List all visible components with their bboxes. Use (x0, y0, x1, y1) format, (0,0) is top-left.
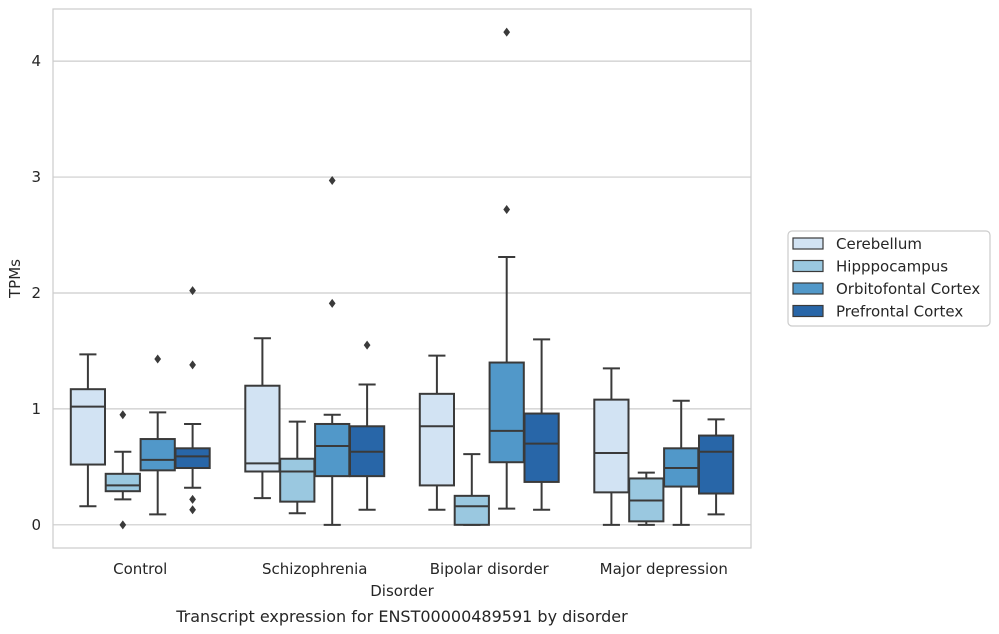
iqr-box (69, 388, 107, 466)
legend-swatch (792, 282, 824, 295)
legend-frame (787, 230, 991, 327)
x-tick-label: Bipolar disorder (430, 560, 550, 578)
box-1-2 (314, 176, 351, 526)
box-3-1 (628, 471, 665, 526)
y-tick-label: 3 (31, 168, 41, 186)
outlier-point (189, 505, 196, 515)
plot-frame (52, 8, 752, 549)
outlier-point (189, 494, 196, 504)
iqr-box (523, 412, 560, 483)
iqr-box (244, 384, 281, 473)
y-axis-label: TPMs (6, 259, 24, 299)
outlier-point (503, 27, 511, 37)
iqr-box (453, 494, 490, 526)
y-tick-label: 2 (31, 284, 41, 302)
iqr-box (104, 472, 141, 493)
grid-layer (53, 60, 751, 526)
box-3-3 (697, 418, 735, 516)
box-3-0 (593, 367, 630, 526)
x-tick-label: Control (113, 560, 167, 578)
box-0-3 (174, 286, 211, 515)
box-1-0 (244, 337, 281, 500)
legend-label: Hipppocampus (836, 258, 948, 276)
outlier-point (503, 205, 511, 215)
box-2-1 (453, 453, 490, 526)
legend-label: Prefrontal Cortex (836, 303, 963, 321)
box-1-3 (348, 340, 386, 511)
iqr-box (279, 457, 316, 503)
box-0-0 (69, 353, 107, 508)
iqr-box (593, 398, 630, 494)
iqr-box (139, 438, 176, 472)
y-tick-label: 0 (31, 516, 41, 534)
box-1-1 (279, 420, 316, 515)
iqr-box (314, 422, 351, 478)
tick-layer: 0 1 2 3 4 Control Schizophrenia Bipolar disorde… (31, 52, 727, 578)
outlier-point (119, 410, 127, 420)
y-tick-label: 1 (31, 400, 41, 418)
outlier-point (189, 286, 196, 296)
box-0-2 (139, 354, 176, 516)
iqr-box (697, 434, 735, 495)
outlier-point (154, 354, 162, 364)
outlier-point (328, 298, 336, 308)
outlier-point (189, 360, 196, 370)
outlier-point (119, 520, 127, 530)
legend-swatch (792, 237, 824, 250)
iqr-box (174, 447, 211, 470)
y-tick-label: 4 (31, 52, 41, 70)
box-3-2 (663, 399, 700, 526)
outlier-point (363, 340, 371, 350)
x-tick-label: Major depression (600, 560, 728, 578)
legend-label: Cerebellum (836, 235, 922, 253)
iqr-box (418, 392, 456, 487)
legend-swatch (792, 304, 824, 318)
legend-label: Orbitofontal Cortex (836, 280, 980, 298)
box-0-1 (104, 410, 141, 530)
legend: Cerebellum Hipppocampus Orbitofontal Corte… (787, 230, 991, 327)
box-2-0 (418, 354, 456, 511)
x-axis-label: Disorder (370, 582, 434, 600)
legend-swatch (792, 259, 824, 273)
x-tick-label: Schizophrenia (262, 560, 367, 578)
box-2-2 (488, 27, 525, 510)
outlier-point (328, 176, 336, 186)
box-layer (69, 27, 735, 530)
iqr-box (488, 361, 525, 464)
box-2-3 (523, 338, 560, 511)
chart-caption: Transcript expression for ENST0000048959… (175, 607, 628, 626)
